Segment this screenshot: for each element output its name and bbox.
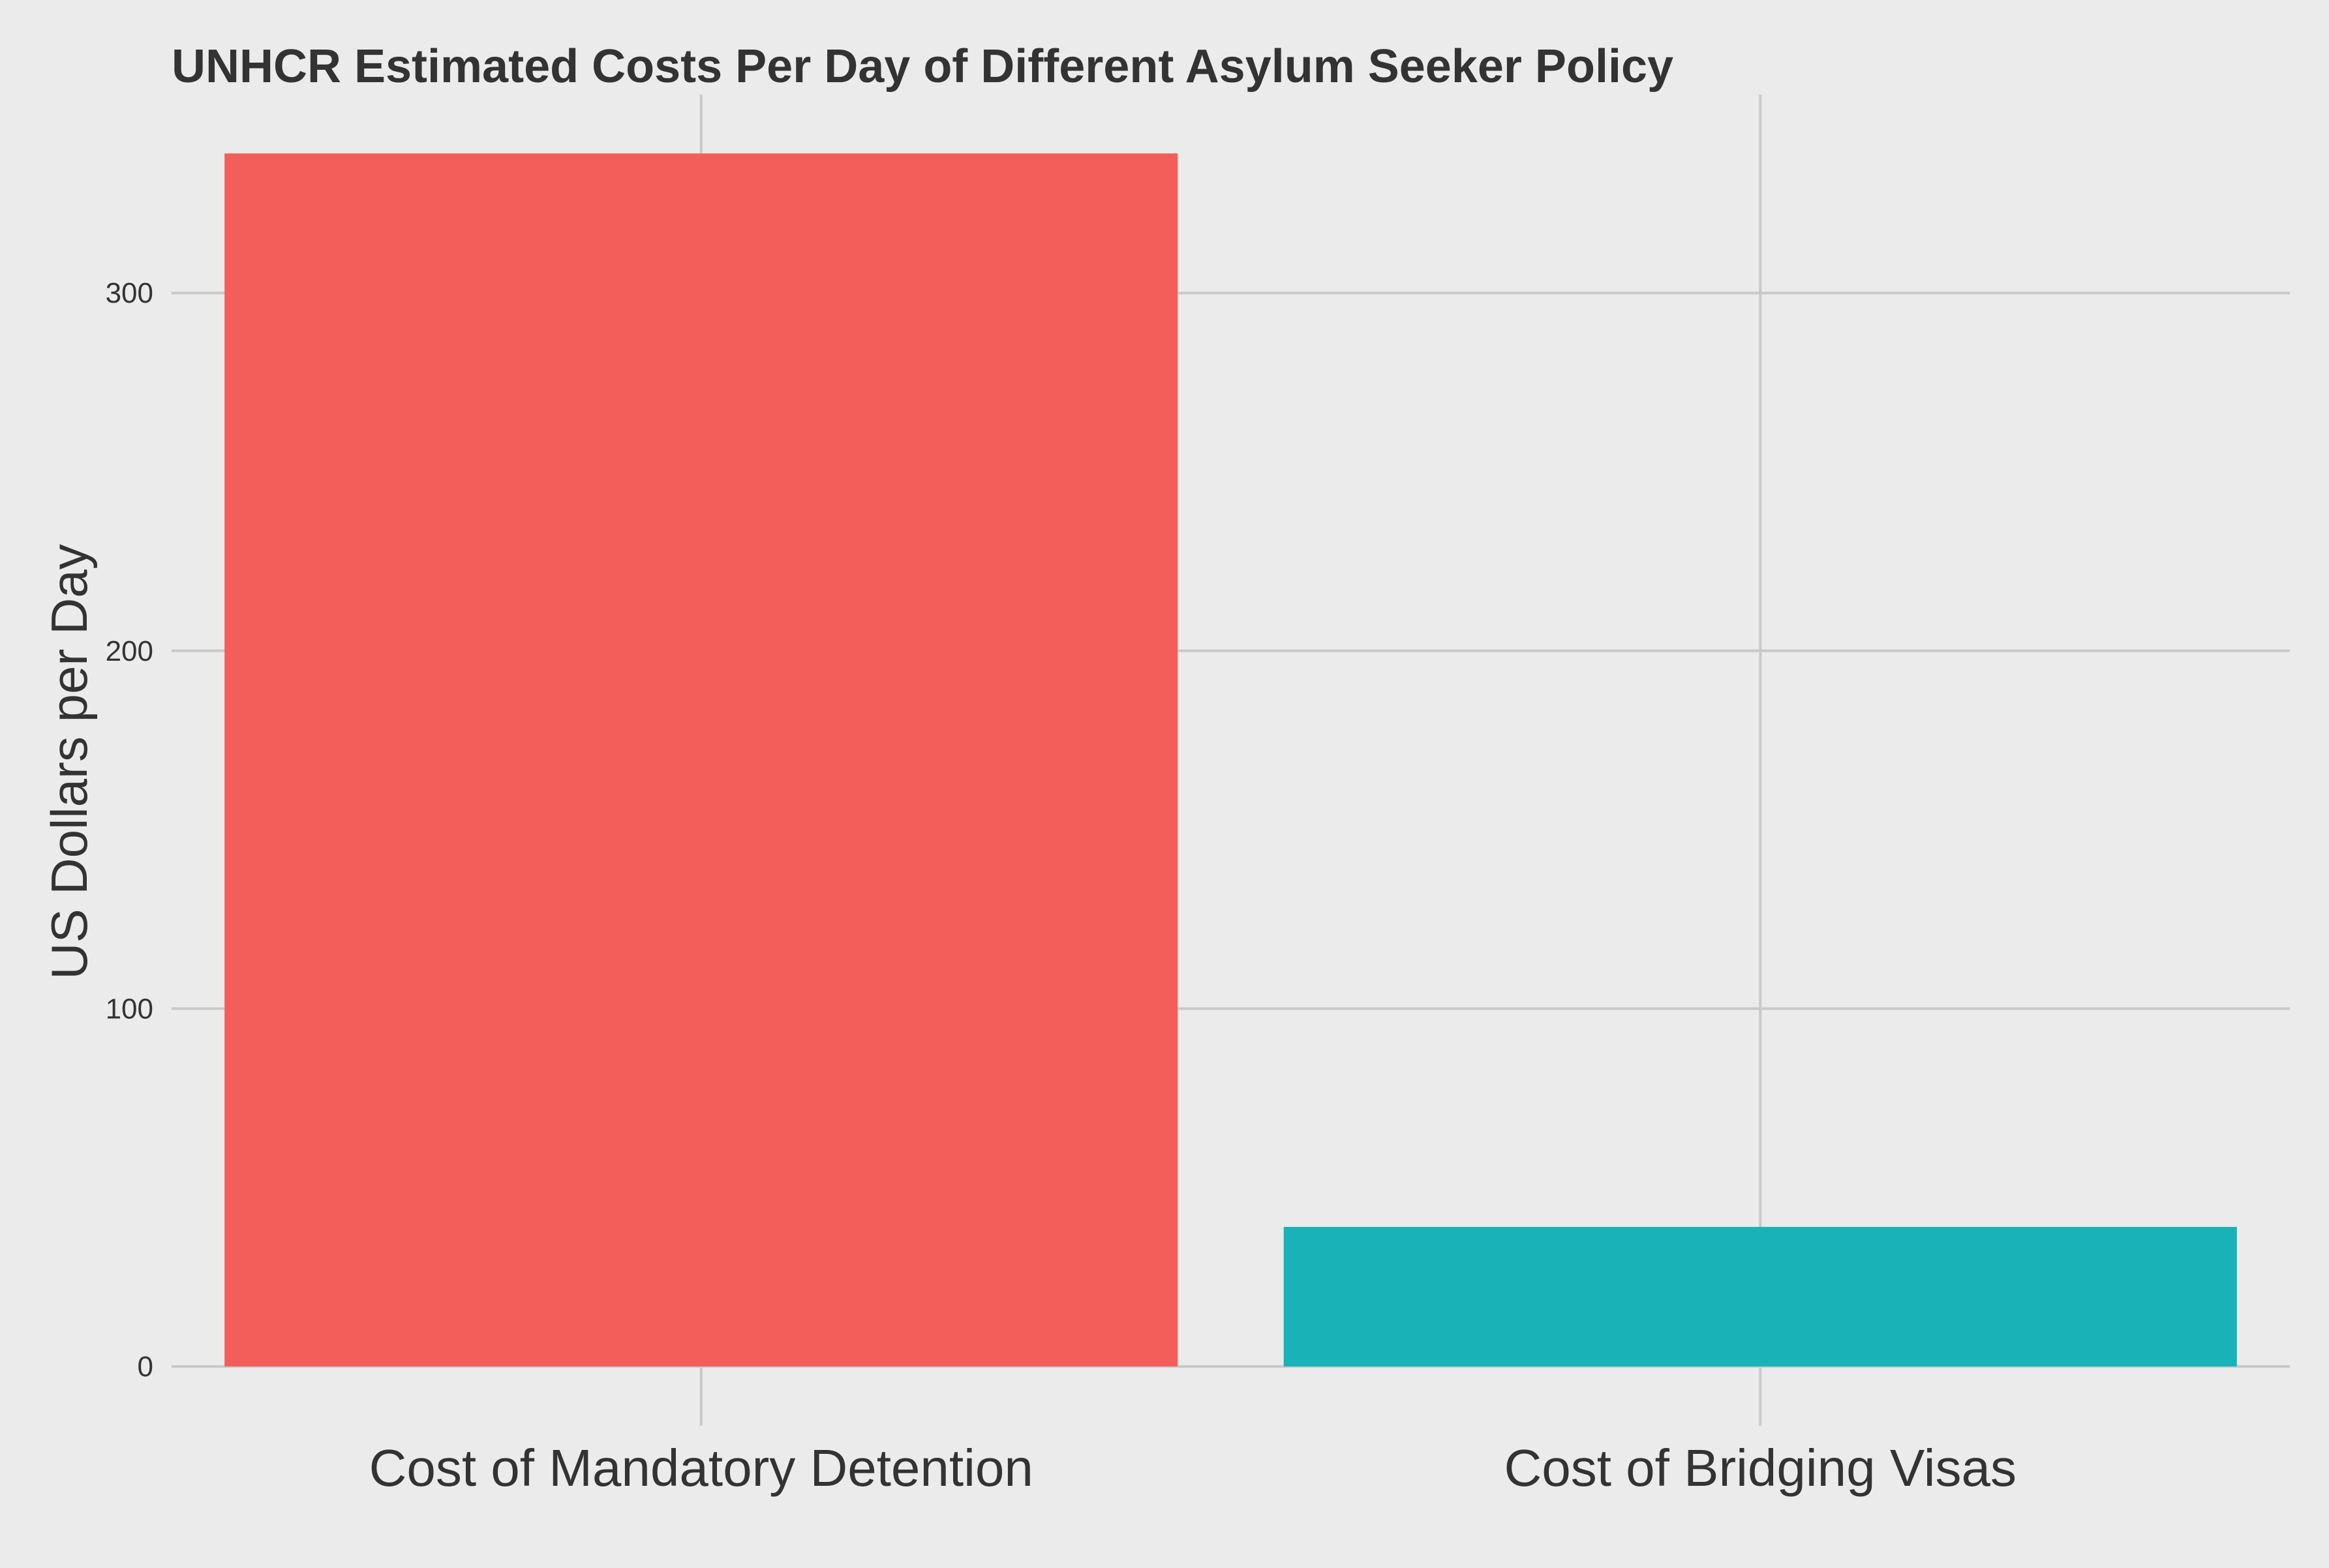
y-axis-label: US Dollars per Day [40,544,98,980]
y-tick-label: 200 [106,635,153,667]
x-tick-label: Cost of Mandatory Detention [369,1439,1033,1497]
y-tick-label: 0 [138,1351,153,1383]
bars [224,153,2237,1367]
bar-1 [224,153,1178,1367]
bar-2 [1283,1227,2237,1366]
y-axis-ticks: 0 100 200 300 [106,277,153,1383]
x-axis-ticks: Cost of Mandatory Detention Cost of Bridg… [369,1439,2017,1497]
x-tick-label: Cost of Bridging Visas [1504,1439,2017,1497]
y-tick-label: 100 [106,993,153,1025]
y-tick-label: 300 [106,277,153,309]
chart-title: UNHCR Estimated Costs Per Day of Differe… [172,40,1673,93]
